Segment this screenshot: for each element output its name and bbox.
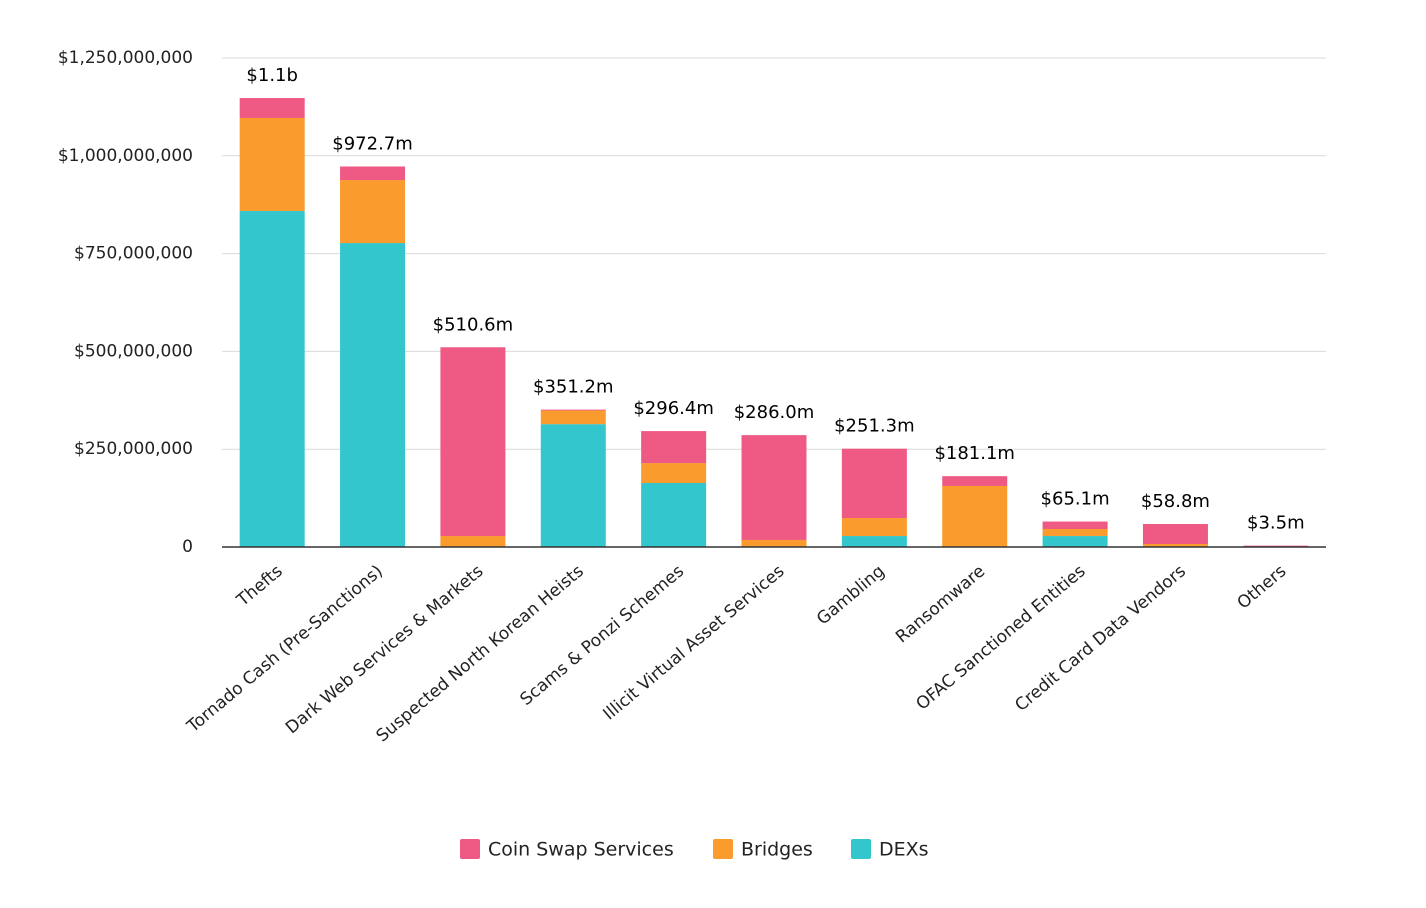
bar-segment <box>340 166 406 181</box>
total-label: $65.1m <box>1041 489 1110 510</box>
legend-label: DEXs <box>879 839 929 861</box>
total-label: $972.7m <box>332 133 413 154</box>
y-tick-label: $500,000,000 <box>74 341 193 361</box>
legend-label: Coin Swap Services <box>488 839 674 861</box>
bar-segment <box>440 347 506 537</box>
y-tick-label: 0 <box>182 537 193 557</box>
bar-segment <box>540 409 606 411</box>
bar-segment <box>641 463 707 483</box>
x-tick-label: Credit Card Data Vendors <box>1011 561 1190 715</box>
x-tick-label: Ransomware <box>892 561 989 647</box>
x-tick-label: Tornado Cash (Pre-Sanctions) <box>183 561 387 737</box>
bar-segment <box>1142 543 1208 547</box>
x-tick-label: Illicit Virtual Asset Services <box>600 561 789 724</box>
bar-segment <box>841 518 907 537</box>
x-tick-label: Dark Web Services & Markets <box>282 561 487 738</box>
bar-segment <box>239 117 305 211</box>
legend-swatch <box>460 839 480 859</box>
bar-segment <box>1042 521 1108 530</box>
bar-segment <box>340 243 406 547</box>
bar-segment <box>841 448 907 519</box>
x-tick-label: Scams & Ponzi Schemes <box>517 561 689 710</box>
bar-segment <box>741 539 807 547</box>
y-tick-label: $1,000,000,000 <box>58 146 193 166</box>
x-tick-label: Thefts <box>233 561 287 611</box>
total-label: $181.1m <box>934 443 1015 464</box>
total-label: $510.6m <box>433 314 514 335</box>
bar-segment <box>239 210 305 547</box>
bar-segment <box>440 536 506 547</box>
bar-segment <box>1042 529 1108 537</box>
y-tick-label: $1,250,000,000 <box>58 48 193 68</box>
total-label: $58.8m <box>1141 491 1210 512</box>
bar-segment <box>1042 536 1108 547</box>
bar-segment <box>1142 523 1208 544</box>
y-tick-label: $750,000,000 <box>74 244 193 264</box>
bar-segment <box>340 180 406 244</box>
total-label: $296.4m <box>633 398 714 419</box>
bar-segment <box>741 435 807 540</box>
total-label: $1.1b <box>246 65 298 86</box>
bar-segment <box>540 424 606 547</box>
total-label: $251.3m <box>834 416 915 437</box>
x-tick-label: Others <box>1234 561 1291 613</box>
total-label: $351.2m <box>533 377 614 398</box>
legend-label: Bridges <box>741 839 813 861</box>
total-label: $286.0m <box>734 402 815 423</box>
total-label: $3.5m <box>1247 513 1305 534</box>
x-tick-label: Gambling <box>813 561 889 629</box>
y-tick-label: $250,000,000 <box>74 439 193 459</box>
bar-segment <box>841 536 907 547</box>
bar-segment <box>641 482 707 547</box>
legend-swatch <box>713 839 733 859</box>
bar-segment <box>641 431 707 464</box>
bar-segment <box>540 410 606 425</box>
x-tick-label: Suspected North Korean Heists <box>373 561 588 746</box>
legend-swatch <box>851 839 871 859</box>
bar-segment <box>942 485 1008 547</box>
bar-segment <box>942 476 1008 486</box>
bar-segment <box>239 98 305 118</box>
x-tick-label: OFAC Sanctioned Entities <box>912 561 1089 714</box>
